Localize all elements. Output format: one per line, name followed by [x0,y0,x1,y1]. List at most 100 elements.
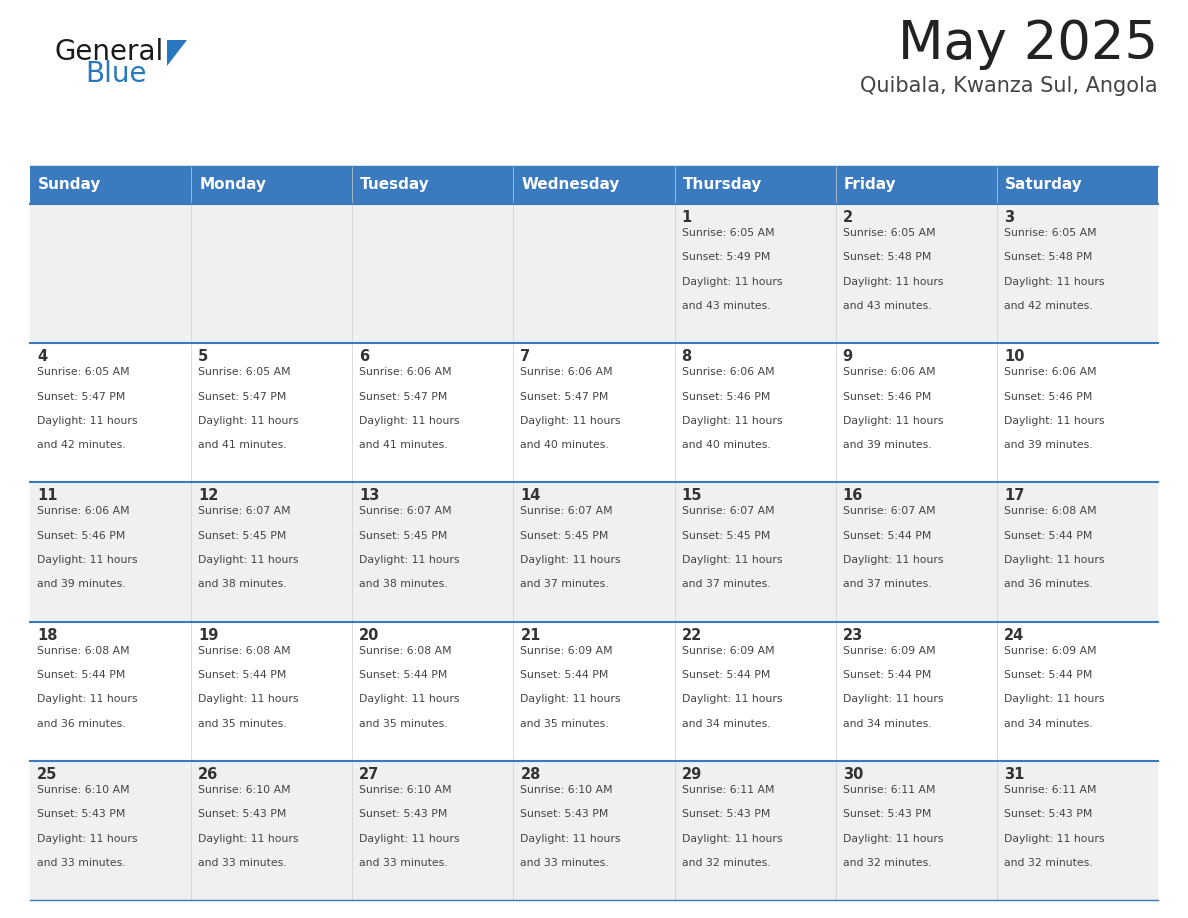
Text: Tuesday: Tuesday [360,177,430,193]
Text: 11: 11 [37,488,57,503]
Text: 12: 12 [198,488,219,503]
Text: Sunrise: 6:05 AM: Sunrise: 6:05 AM [842,228,935,238]
Text: and 35 minutes.: and 35 minutes. [198,719,286,729]
Text: Daylight: 11 hours: Daylight: 11 hours [682,416,782,426]
Text: Sunset: 5:47 PM: Sunset: 5:47 PM [37,392,126,401]
Text: Sunset: 5:46 PM: Sunset: 5:46 PM [842,392,931,401]
Text: and 32 minutes.: and 32 minutes. [842,858,931,868]
Text: Sunset: 5:46 PM: Sunset: 5:46 PM [37,531,126,541]
Text: Sunrise: 6:10 AM: Sunrise: 6:10 AM [37,785,129,795]
Text: 7: 7 [520,349,531,364]
Text: and 40 minutes.: and 40 minutes. [682,441,770,451]
Text: and 38 minutes.: and 38 minutes. [359,579,448,589]
Text: and 40 minutes.: and 40 minutes. [520,441,609,451]
Bar [191,204,353,343]
Text: 14: 14 [520,488,541,503]
Text: 23: 23 [842,628,862,643]
Bar [675,343,835,482]
Bar [675,621,835,761]
Text: and 42 minutes.: and 42 minutes. [1004,301,1093,311]
Text: Sunrise: 6:09 AM: Sunrise: 6:09 AM [842,645,935,655]
Text: 26: 26 [198,767,219,782]
Text: and 33 minutes.: and 33 minutes. [37,858,126,868]
Text: Sunrise: 6:06 AM: Sunrise: 6:06 AM [1004,367,1097,377]
Bar [675,166,835,204]
Text: and 42 minutes.: and 42 minutes. [37,441,126,451]
Text: Sunrise: 6:08 AM: Sunrise: 6:08 AM [359,645,451,655]
Text: and 38 minutes.: and 38 minutes. [198,579,286,589]
Text: and 39 minutes.: and 39 minutes. [842,441,931,451]
Text: Daylight: 11 hours: Daylight: 11 hours [359,694,460,704]
Text: Daylight: 11 hours: Daylight: 11 hours [842,276,943,286]
Text: Sunrise: 6:08 AM: Sunrise: 6:08 AM [37,645,129,655]
Bar [353,621,513,761]
Text: 15: 15 [682,488,702,503]
Text: Sunset: 5:46 PM: Sunset: 5:46 PM [682,392,770,401]
Text: Sunset: 5:48 PM: Sunset: 5:48 PM [842,252,931,263]
Text: Sunset: 5:44 PM: Sunset: 5:44 PM [842,670,931,680]
Bar [353,761,513,900]
Text: Sunrise: 6:06 AM: Sunrise: 6:06 AM [359,367,451,377]
Text: Sunrise: 6:07 AM: Sunrise: 6:07 AM [198,507,291,517]
Text: Sunset: 5:44 PM: Sunset: 5:44 PM [842,531,931,541]
Text: Daylight: 11 hours: Daylight: 11 hours [359,416,460,426]
Text: and 37 minutes.: and 37 minutes. [520,579,609,589]
Text: Sunset: 5:45 PM: Sunset: 5:45 PM [520,531,608,541]
Bar [997,761,1158,900]
Bar [30,621,191,761]
Text: Daylight: 11 hours: Daylight: 11 hours [1004,416,1105,426]
Text: Sunrise: 6:06 AM: Sunrise: 6:06 AM [520,367,613,377]
Text: Sunset: 5:43 PM: Sunset: 5:43 PM [520,809,608,819]
Text: 24: 24 [1004,628,1024,643]
Bar [513,761,675,900]
Bar [191,166,353,204]
Text: 9: 9 [842,349,853,364]
Text: Sunrise: 6:09 AM: Sunrise: 6:09 AM [1004,645,1097,655]
Text: and 32 minutes.: and 32 minutes. [682,858,770,868]
Text: Daylight: 11 hours: Daylight: 11 hours [520,834,621,844]
Bar [30,166,191,204]
Text: Sunset: 5:43 PM: Sunset: 5:43 PM [359,809,448,819]
Text: 10: 10 [1004,349,1024,364]
Text: Sunrise: 6:08 AM: Sunrise: 6:08 AM [1004,507,1097,517]
Text: 8: 8 [682,349,691,364]
Text: Daylight: 11 hours: Daylight: 11 hours [198,694,298,704]
Text: 5: 5 [198,349,208,364]
Text: Daylight: 11 hours: Daylight: 11 hours [1004,694,1105,704]
Bar [513,482,675,621]
Bar [997,166,1158,204]
Bar [30,482,191,621]
Text: Sunset: 5:49 PM: Sunset: 5:49 PM [682,252,770,263]
Text: and 37 minutes.: and 37 minutes. [682,579,770,589]
Text: and 34 minutes.: and 34 minutes. [682,719,770,729]
Bar [835,621,997,761]
Bar [353,166,513,204]
Text: May 2025: May 2025 [898,18,1158,70]
Bar [675,204,835,343]
Text: Daylight: 11 hours: Daylight: 11 hours [37,416,138,426]
Text: Sunset: 5:43 PM: Sunset: 5:43 PM [682,809,770,819]
Text: Sunrise: 6:07 AM: Sunrise: 6:07 AM [842,507,935,517]
Text: Sunrise: 6:11 AM: Sunrise: 6:11 AM [842,785,935,795]
Text: Sunset: 5:43 PM: Sunset: 5:43 PM [198,809,286,819]
Bar [997,482,1158,621]
Text: Sunset: 5:43 PM: Sunset: 5:43 PM [37,809,126,819]
Bar [675,482,835,621]
Text: and 36 minutes.: and 36 minutes. [37,719,126,729]
Text: 28: 28 [520,767,541,782]
Bar [835,761,997,900]
Text: 25: 25 [37,767,57,782]
Bar [30,204,191,343]
Text: 4: 4 [37,349,48,364]
Text: Sunrise: 6:09 AM: Sunrise: 6:09 AM [682,645,775,655]
Text: and 35 minutes.: and 35 minutes. [359,719,448,729]
Bar [997,204,1158,343]
Bar [835,166,997,204]
Text: Sunset: 5:45 PM: Sunset: 5:45 PM [682,531,770,541]
Text: General: General [55,38,164,66]
Text: Sunset: 5:45 PM: Sunset: 5:45 PM [198,531,286,541]
Text: Daylight: 11 hours: Daylight: 11 hours [842,555,943,565]
Text: Sunset: 5:44 PM: Sunset: 5:44 PM [198,670,286,680]
Text: and 34 minutes.: and 34 minutes. [1004,719,1093,729]
Text: 29: 29 [682,767,702,782]
